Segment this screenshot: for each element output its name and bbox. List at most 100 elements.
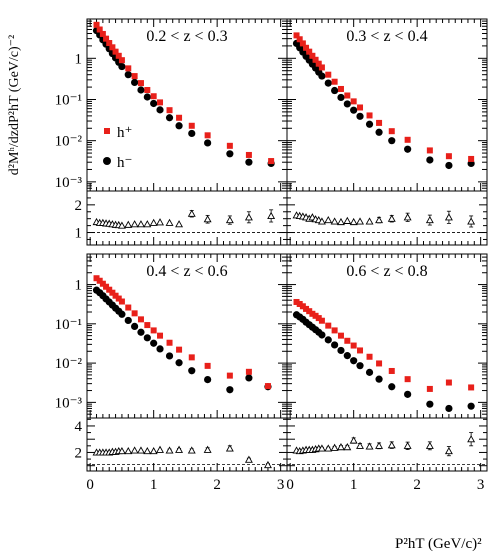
ratio-point [130, 446, 139, 454]
ratio-point [349, 436, 358, 444]
panel-3: 1 10⁻¹ 10⁻² 10⁻³ 2 4 0.4 < z < 0.6 0 1 2 3 [55, 263, 287, 493]
ratio-point [356, 217, 364, 225]
h-minus-point [156, 345, 164, 353]
h-plus-point [376, 360, 383, 367]
h-plus-point [166, 107, 173, 114]
ratio-point [165, 218, 174, 226]
x-tick-label: 1 [350, 477, 358, 493]
ratio-point [156, 445, 164, 453]
h-minus-point [318, 72, 326, 80]
ratio-point [156, 218, 164, 226]
h-plus-point [137, 80, 144, 87]
h-plus-point [96, 26, 103, 33]
h-minus-point [331, 341, 339, 349]
h-minus-point [165, 352, 174, 360]
h-minus-point [156, 106, 164, 114]
h-plus-point [426, 147, 433, 154]
h-minus-point [343, 100, 351, 108]
ratio-point [124, 220, 133, 228]
panel-4: 0.6 < z < 0.8 0 1 2 3 [286, 263, 487, 493]
legend-marker-h-plus [104, 128, 110, 134]
h-minus-point [118, 62, 126, 71]
y-axis-title: d²Mʰ/dzdP²hT (GeV/c)⁻² [7, 35, 22, 175]
h-minus-point [131, 322, 139, 331]
h-plus-point [357, 347, 364, 354]
h-plus-point [445, 153, 452, 160]
h-plus-point [150, 93, 157, 100]
ratio-point [187, 209, 196, 217]
h-plus-point [299, 40, 306, 47]
h-plus-point [115, 52, 122, 59]
h-minus-point [124, 316, 132, 325]
h-plus-point [118, 57, 125, 64]
h-plus-point [318, 317, 325, 324]
h-minus-point [365, 120, 374, 128]
ratio-point [343, 216, 352, 224]
ratio-point [467, 435, 476, 443]
h-plus-point [404, 376, 411, 383]
ratio-y-tick-label: 4 [75, 419, 83, 435]
h-plus-point [325, 322, 332, 329]
ratio-point [337, 217, 345, 226]
ratio-point [317, 217, 326, 225]
ratio-point [117, 221, 126, 229]
ratio-point [149, 218, 158, 226]
h-minus-point [445, 161, 453, 170]
y-tick-label: 1 [75, 278, 83, 294]
h-minus-point [375, 375, 383, 383]
h-plus-point [337, 332, 344, 339]
h-minus-point [331, 86, 339, 95]
panel-title: 0.4 < z < 0.6 [146, 263, 227, 280]
h-plus-point [106, 286, 113, 293]
h-plus-point [337, 85, 344, 92]
h-plus-point [103, 35, 110, 42]
h-minus-point [426, 400, 434, 408]
ratio-frame [86, 417, 288, 472]
ratio-point [143, 446, 152, 455]
h-minus-point [131, 78, 139, 86]
h-minus-point [143, 334, 151, 342]
ratio-point [124, 446, 133, 455]
h-plus-point [331, 327, 338, 334]
h-plus-point [325, 71, 332, 78]
h-plus-point [245, 368, 252, 375]
h-plus-point [125, 65, 132, 72]
panel-title: 0.2 < z < 0.3 [146, 28, 227, 45]
ratio-point [225, 215, 234, 224]
h-minus-point [426, 156, 434, 164]
ratio-point [330, 217, 339, 225]
y-tick-label: 10⁻¹ [55, 317, 82, 333]
h-plus-point [264, 383, 271, 390]
h-minus-point [324, 79, 332, 87]
h-plus-point [268, 158, 275, 165]
ratio-point [337, 443, 345, 451]
h-minus-point [337, 346, 345, 355]
h-plus-point [96, 277, 103, 284]
ratio-point [425, 215, 434, 224]
h-plus-point [445, 379, 452, 386]
h-plus-point [344, 337, 351, 344]
h-minus-point [175, 359, 183, 367]
ratio-point [349, 217, 358, 226]
ratio-point [203, 215, 212, 223]
y-tick-label: 1 [75, 51, 83, 67]
h-plus-point [388, 128, 395, 135]
h-minus-point [245, 374, 253, 382]
h-plus-point [315, 315, 322, 322]
h-plus-point [112, 48, 119, 55]
ratio-point [225, 444, 234, 452]
ratio-point [137, 220, 145, 228]
h-plus-point [312, 56, 319, 63]
h-plus-point [150, 327, 157, 334]
h-plus-point [312, 312, 319, 319]
h-plus-point [125, 304, 132, 311]
h-plus-point [144, 322, 151, 329]
h-plus-point [376, 119, 383, 126]
ratio-frame [286, 190, 488, 246]
ratio-point [467, 217, 476, 225]
h-minus-point [388, 383, 396, 391]
h-minus-point [175, 122, 183, 130]
h-minus-point [150, 99, 158, 108]
y-tick-label: 10⁻² [55, 356, 83, 372]
